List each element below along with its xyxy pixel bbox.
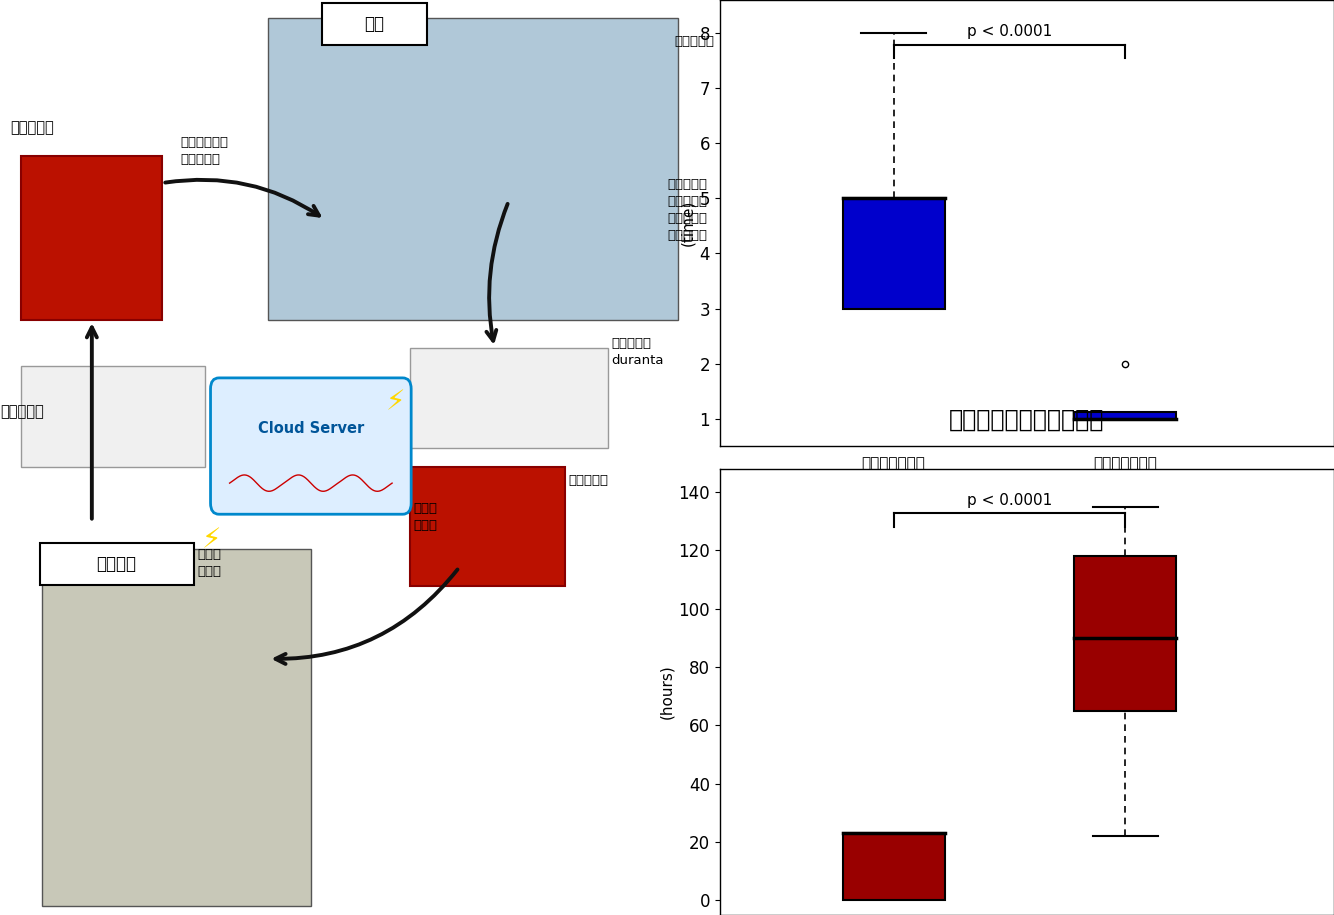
Text: ポスト投函: ポスト投函 (11, 121, 55, 135)
Text: 心電図
データ: 心電図 データ (197, 548, 221, 577)
Text: ⚡: ⚡ (386, 389, 406, 416)
FancyBboxPatch shape (321, 3, 427, 45)
Title: 心電図モニタリング時間: 心電図モニタリング時間 (950, 408, 1105, 432)
Bar (843, 834, 944, 900)
Text: ⚡: ⚡ (203, 526, 221, 554)
Y-axis label: (time): (time) (680, 200, 695, 246)
Y-axis label: (hours): (hours) (659, 664, 674, 719)
Text: p < 0.0001: p < 0.0001 (967, 25, 1053, 39)
Text: 小型心電計
duranta: 小型心電計 duranta (611, 338, 663, 367)
Bar (410, 348, 607, 448)
Bar (1074, 556, 1177, 711)
FancyBboxPatch shape (40, 543, 193, 585)
Text: p < 0.0001: p < 0.0001 (967, 493, 1053, 508)
Text: ポスト投函: ポスト投函 (568, 474, 608, 487)
Bar (1074, 412, 1177, 419)
Text: 患者自宅: 患者自宅 (96, 554, 136, 573)
Text: 小型心電計: 小型心電計 (0, 404, 44, 419)
Text: リアルタイム
心電図波形: リアルタイム 心電図波形 (180, 136, 228, 166)
Bar (268, 18, 678, 320)
Bar (410, 467, 566, 586)
Bar (43, 549, 311, 906)
Text: オンライン
診療アプリ
（ポケット
ドクター）: オンライン 診療アプリ （ポケット ドクター） (667, 178, 707, 242)
Text: 病院: 病院 (364, 15, 384, 33)
FancyBboxPatch shape (211, 378, 411, 514)
Bar (21, 366, 205, 467)
Text: 心電図
データ: 心電図 データ (414, 502, 438, 532)
Text: Cloud Server: Cloud Server (257, 421, 364, 436)
Bar (21, 156, 163, 320)
Bar (843, 199, 944, 308)
Text: 電子カルテ: 電子カルテ (675, 35, 715, 48)
